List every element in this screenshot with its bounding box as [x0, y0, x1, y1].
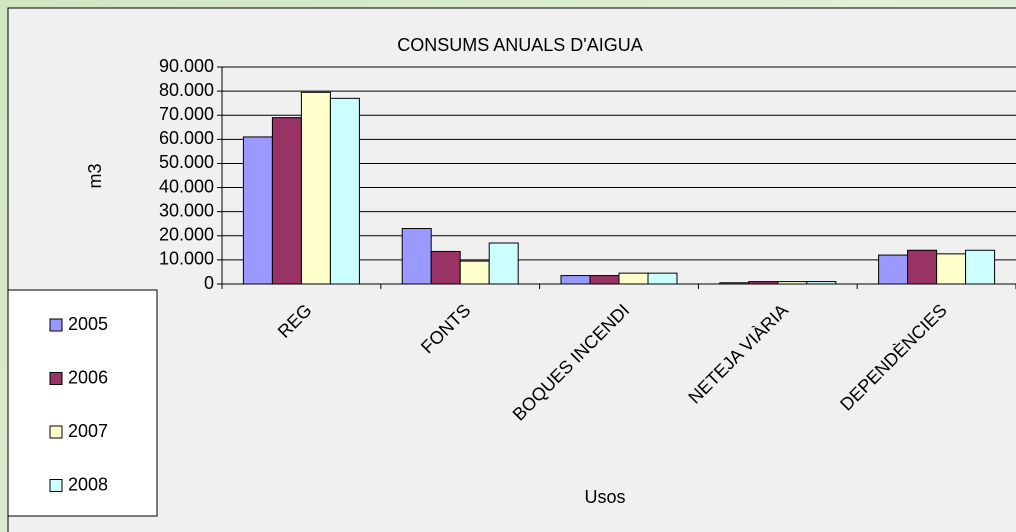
bar [589, 275, 620, 285]
y-tick-label: 90.000 [159, 56, 214, 76]
y-tick-label: 60.000 [159, 128, 214, 148]
y-tick-label: 70.000 [159, 104, 214, 124]
bar [242, 136, 273, 285]
bar [560, 275, 591, 285]
bar [488, 242, 519, 285]
bar [907, 249, 938, 285]
bar [329, 97, 360, 285]
bar [459, 260, 490, 285]
bar [430, 250, 461, 285]
chart-title: CONSUMS ANUALS D'AIGUA [397, 35, 643, 55]
legend-label: 2005 [68, 314, 108, 334]
bar [936, 253, 967, 285]
legend-label: 2007 [68, 421, 108, 441]
legend-swatch [49, 372, 63, 385]
legend-swatch [49, 425, 63, 439]
bar [965, 249, 996, 285]
bar [271, 117, 302, 285]
legend-label: 2006 [68, 367, 108, 387]
x-axis-label: Usos [584, 487, 625, 507]
y-tick-label: 10.000 [159, 249, 214, 269]
y-axis-label: m3 [85, 163, 105, 188]
legend-swatch [49, 318, 63, 332]
y-tick-label: 0 [204, 273, 214, 293]
y-tick-label: 80.000 [159, 80, 214, 100]
legend-box [7, 289, 158, 517]
y-tick-label: 30.000 [159, 200, 214, 220]
legend-swatch [49, 479, 63, 492]
bar [618, 272, 649, 285]
bar [401, 228, 432, 285]
bar [647, 272, 678, 285]
bar [878, 254, 909, 285]
y-tick-label: 40.000 [159, 176, 214, 196]
bar [300, 91, 331, 285]
y-tick-label: 50.000 [159, 152, 214, 172]
y-tick-label: 20.000 [159, 225, 214, 245]
legend-label: 2008 [68, 474, 108, 494]
